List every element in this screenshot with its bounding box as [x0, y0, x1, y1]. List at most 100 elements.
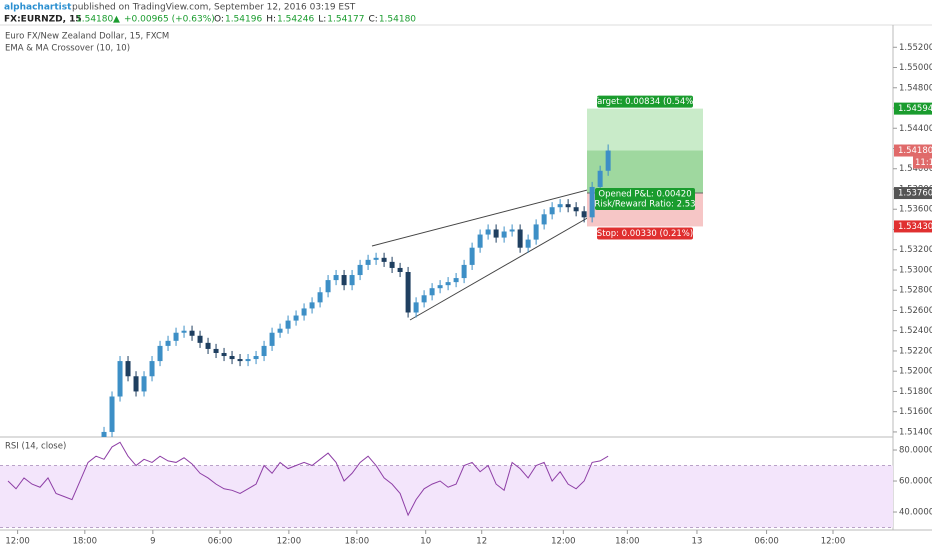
candle-body [157, 345, 163, 362]
y-tick-label: 1.53600 [899, 205, 932, 215]
candle-body [453, 278, 459, 283]
candle-body [429, 288, 435, 296]
y-tick-label: 1.52600 [899, 306, 932, 316]
pnl-label: Opened P&L: 0.00420 [598, 190, 691, 200]
candle-body [125, 361, 131, 377]
candle-body [205, 342, 211, 349]
y-tick-label: 1.52200 [899, 346, 932, 356]
y-tick-label: 1.54400 [899, 124, 932, 134]
trendline-lower [409, 204, 611, 321]
rsi-tick-label: 60.0000 [899, 477, 932, 487]
price-marker-label: 1.53430 [898, 222, 932, 232]
y-tick-label: 1.52000 [899, 367, 932, 377]
y-tick-label: 1.54000 [899, 164, 932, 174]
candle-body [549, 207, 555, 215]
candle-body [173, 332, 179, 341]
candle-body [445, 282, 451, 286]
ohlc-key: O: [214, 15, 224, 25]
candle-body [197, 335, 203, 343]
symbol: FX:EURNZD, 15 [4, 15, 82, 25]
candle-body [509, 229, 515, 232]
candle-body [605, 150, 611, 171]
x-tick-label: 10 [420, 537, 431, 547]
author[interactable]: alphachartist [4, 3, 72, 13]
y-tick-label: 1.54800 [899, 83, 932, 93]
candle-body [461, 264, 467, 279]
candle-body [245, 359, 251, 362]
candle-body [325, 280, 331, 293]
candle-body [581, 211, 587, 218]
y-tick-label: 1.51600 [899, 407, 932, 417]
x-tick-label: 06:00 [754, 537, 779, 547]
candle-body [573, 207, 579, 212]
target-label: Target: 0.00834 (0.54%) [592, 97, 696, 107]
candle-body [405, 271, 411, 313]
rsi-title: RSI (14, close) [5, 442, 66, 452]
ohlc-value: 1.54177 [327, 15, 364, 25]
candle-body [213, 348, 219, 353]
candle-body [541, 214, 547, 225]
candle-body [189, 330, 195, 336]
ratio-label: Risk/Reward Ratio: 2.53 [594, 200, 695, 210]
y-tick-label: 1.52800 [899, 286, 932, 296]
y-tick-label: 1.51400 [899, 427, 932, 437]
candle-body [141, 376, 147, 392]
candle-body [469, 247, 475, 265]
candle-body [261, 345, 267, 357]
price-marker-label: 1.54180 [898, 146, 932, 156]
candle-body [565, 204, 571, 208]
candle-body [117, 361, 123, 397]
x-tick-label: 12:00 [551, 537, 576, 547]
y-tick-label: 1.55000 [899, 63, 932, 73]
y-tick-label: 1.55200 [899, 43, 932, 53]
y-tick-label: 1.53200 [899, 245, 932, 255]
candle-body [133, 376, 139, 392]
candle-body [101, 431, 107, 437]
x-tick-label: 12 [476, 537, 487, 547]
candle-body [525, 239, 531, 248]
x-tick-label: 06:00 [208, 537, 233, 547]
candle-body [269, 332, 275, 346]
candle-body [349, 275, 355, 286]
ohlc-key: L: [318, 15, 326, 25]
symbol-title: Euro FX/New Zealand Dollar, 15, FXCM [5, 32, 169, 42]
arrow: ▲ [113, 15, 120, 25]
pnl-bg [595, 188, 695, 211]
stop-label: Stop: 0.00330 (0.21%) [597, 229, 693, 239]
ohlc-value: 1.54196 [225, 15, 262, 25]
price-marker-label: 1.53760 [898, 189, 932, 199]
candles [101, 144, 611, 437]
candle-body [477, 234, 483, 248]
countdown: 11:18 [915, 158, 932, 168]
x-tick-label: 18:00 [73, 537, 98, 547]
x-tick-label: 12:00 [821, 537, 846, 547]
candle-body [389, 261, 395, 268]
profit-zone [587, 150, 703, 194]
change: +0.00965 (+0.63%) [124, 15, 215, 25]
candle-body [285, 320, 291, 329]
candle-body [589, 186, 595, 218]
price-marker [894, 187, 932, 200]
rsi-tick-label: 40.0000 [899, 508, 932, 518]
x-tick-label: 9 [150, 537, 155, 547]
x-tick-label: 12:00 [277, 537, 302, 547]
candle-body [421, 295, 427, 303]
indicator-title: EMA & MA Crossover (10, 10) [5, 44, 130, 54]
last-price: 1.54180 [76, 15, 113, 25]
candle-body [309, 302, 315, 309]
ohlc-key: C: [368, 15, 377, 25]
candle-body [165, 340, 171, 346]
candle-body [397, 267, 403, 272]
candle-body [333, 275, 339, 281]
y-tick-label: 1.52400 [899, 326, 932, 336]
candle-body [485, 229, 491, 235]
price-marker [894, 220, 932, 233]
candle-body [365, 259, 371, 265]
candle-body [301, 308, 307, 316]
published: published on TradingView.com, September … [72, 3, 356, 13]
ohlc-key: H: [266, 15, 276, 25]
rsi-line [7, 441, 609, 517]
countdown-bg [913, 156, 932, 169]
price-marker [894, 102, 932, 115]
candle-body [229, 356, 235, 360]
